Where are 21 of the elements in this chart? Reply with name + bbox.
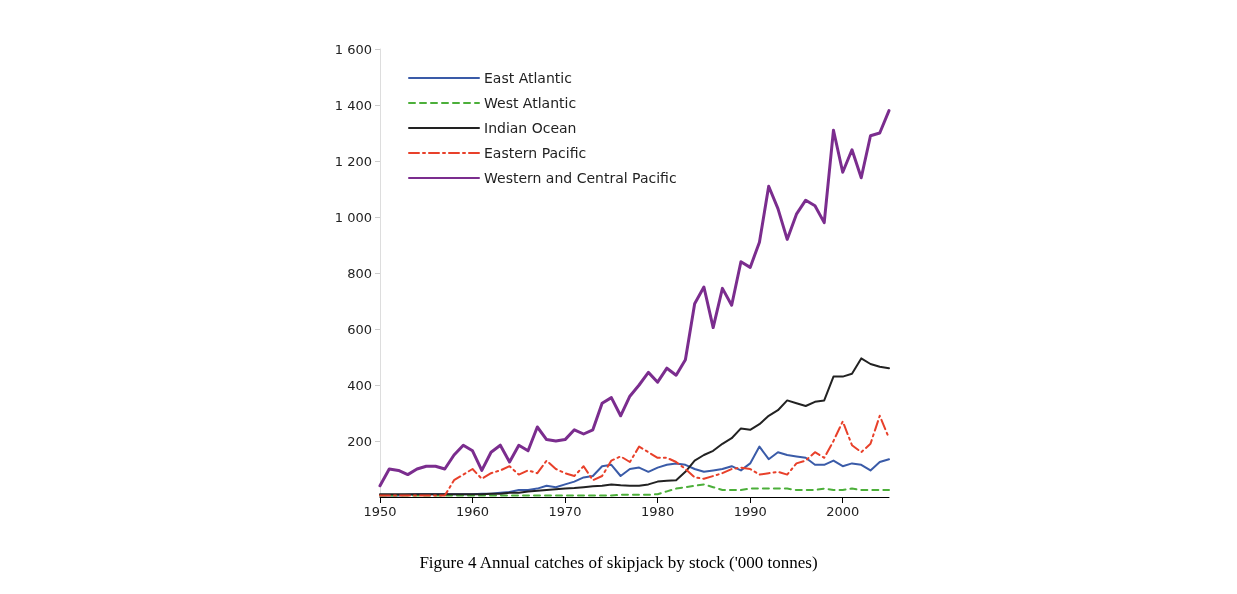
x-tick-label: 1970 (548, 504, 582, 519)
y-tick-label: 1 000 (334, 209, 372, 225)
x-tick-label: 1990 (733, 504, 767, 519)
legend-label: Eastern Pacific (484, 145, 587, 161)
x-tick-label: 2000 (826, 504, 860, 519)
y-tick-label: 800 (347, 265, 372, 281)
legend-label: East Atlantic (484, 70, 572, 86)
legend-label: Western and Central Pacific (484, 170, 677, 186)
legend-label: Indian Ocean (484, 120, 577, 136)
line-series (378, 109, 891, 488)
legend-label: West Atlantic (484, 95, 577, 111)
y-tick-label: 200 (347, 433, 372, 449)
y-tick-label: 400 (347, 377, 372, 393)
text: Figure 4 Annual catches of skipjack by stock ('000 tonnes) (419, 553, 818, 572)
x-tick-label: 1980 (641, 504, 675, 519)
y-tick-label: 600 (347, 321, 372, 337)
y-tick-label: 1 400 (334, 97, 372, 113)
x-tick-label: 1960 (456, 504, 490, 519)
y-tick-label: 1 600 (334, 41, 372, 57)
y-tick-label: 1 200 (334, 153, 372, 169)
x-tick-label: 1950 (363, 504, 397, 519)
